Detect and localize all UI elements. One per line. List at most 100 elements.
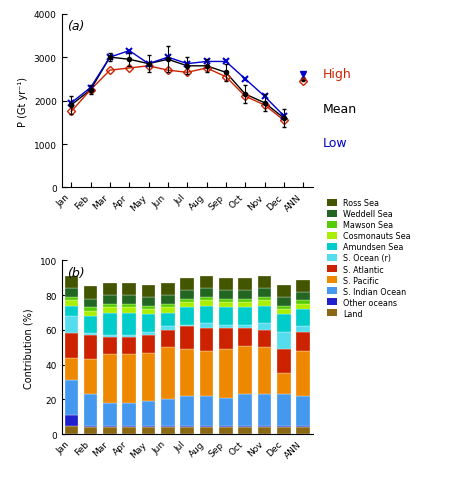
Bar — [142, 426, 155, 427]
Bar — [142, 401, 155, 426]
Bar — [258, 297, 271, 301]
Bar — [219, 349, 233, 398]
Bar — [142, 335, 155, 353]
Bar — [181, 308, 194, 325]
Bar — [103, 355, 117, 403]
Bar — [122, 337, 136, 355]
Bar — [296, 332, 310, 351]
Bar — [64, 381, 78, 415]
Bar — [200, 297, 213, 301]
Bar — [84, 311, 97, 316]
Bar — [64, 316, 78, 334]
Bar — [64, 415, 78, 426]
Bar — [103, 296, 117, 304]
Bar — [161, 427, 175, 434]
Bar — [64, 358, 78, 381]
Bar — [161, 313, 175, 327]
Bar — [122, 403, 136, 426]
Bar — [238, 308, 252, 325]
Bar — [181, 303, 194, 308]
Bar — [122, 355, 136, 403]
Bar — [84, 427, 97, 434]
Bar — [258, 394, 271, 426]
Bar — [161, 296, 175, 304]
Bar — [277, 332, 291, 349]
Bar — [122, 308, 136, 313]
Bar — [238, 278, 252, 290]
Bar — [296, 304, 310, 309]
Bar — [142, 297, 155, 306]
Bar — [84, 287, 97, 299]
Bar — [84, 308, 97, 311]
Bar — [142, 427, 155, 434]
Bar — [200, 301, 213, 306]
Bar — [200, 351, 213, 396]
Bar — [258, 426, 271, 427]
Bar — [200, 328, 213, 351]
Bar — [277, 427, 291, 434]
Text: Mean: Mean — [322, 102, 356, 116]
Bar — [238, 303, 252, 308]
Bar — [277, 394, 291, 426]
Bar — [122, 313, 136, 335]
Bar — [296, 280, 310, 292]
Bar — [238, 426, 252, 427]
Text: (a): (a) — [67, 20, 84, 33]
Bar — [277, 349, 291, 374]
Bar — [84, 426, 97, 427]
Text: High: High — [322, 68, 351, 81]
Text: Low: Low — [322, 137, 347, 150]
Bar — [161, 426, 175, 427]
Bar — [161, 347, 175, 400]
Bar — [200, 324, 213, 328]
Bar — [181, 396, 194, 426]
Bar — [258, 427, 271, 434]
Bar — [103, 313, 117, 335]
Bar — [277, 285, 291, 297]
Bar — [142, 306, 155, 309]
Bar — [238, 427, 252, 434]
Bar — [296, 427, 310, 434]
Bar — [258, 277, 271, 288]
Bar — [258, 301, 271, 306]
Bar — [200, 306, 213, 324]
Bar — [64, 288, 78, 297]
Bar — [219, 290, 233, 299]
Bar — [161, 284, 175, 296]
Bar — [258, 306, 271, 324]
Bar — [238, 325, 252, 328]
Bar — [181, 325, 194, 327]
Bar — [103, 335, 117, 337]
Bar — [64, 277, 78, 288]
Y-axis label: P (Gt yr⁻¹): P (Gt yr⁻¹) — [18, 77, 28, 126]
Bar — [296, 309, 310, 327]
Bar — [277, 297, 291, 306]
Bar — [219, 299, 233, 303]
Bar — [200, 426, 213, 427]
Bar — [238, 299, 252, 303]
Bar — [296, 351, 310, 396]
Bar — [219, 308, 233, 325]
Bar — [200, 427, 213, 434]
Bar — [296, 396, 310, 426]
Y-axis label: Contribution (%): Contribution (%) — [24, 307, 34, 388]
Bar — [238, 346, 252, 394]
Bar — [181, 327, 194, 349]
Bar — [181, 278, 194, 290]
Bar — [258, 347, 271, 394]
Bar — [181, 349, 194, 396]
Text: (b): (b) — [67, 266, 84, 279]
Bar — [103, 427, 117, 434]
Bar — [161, 330, 175, 347]
Bar — [122, 284, 136, 296]
Bar — [181, 299, 194, 303]
Bar — [296, 327, 310, 332]
Bar — [200, 277, 213, 288]
Bar — [181, 427, 194, 434]
Bar — [238, 290, 252, 299]
Bar — [142, 353, 155, 401]
Bar — [296, 426, 310, 427]
Bar — [161, 400, 175, 426]
Bar — [103, 426, 117, 427]
Bar — [142, 332, 155, 335]
